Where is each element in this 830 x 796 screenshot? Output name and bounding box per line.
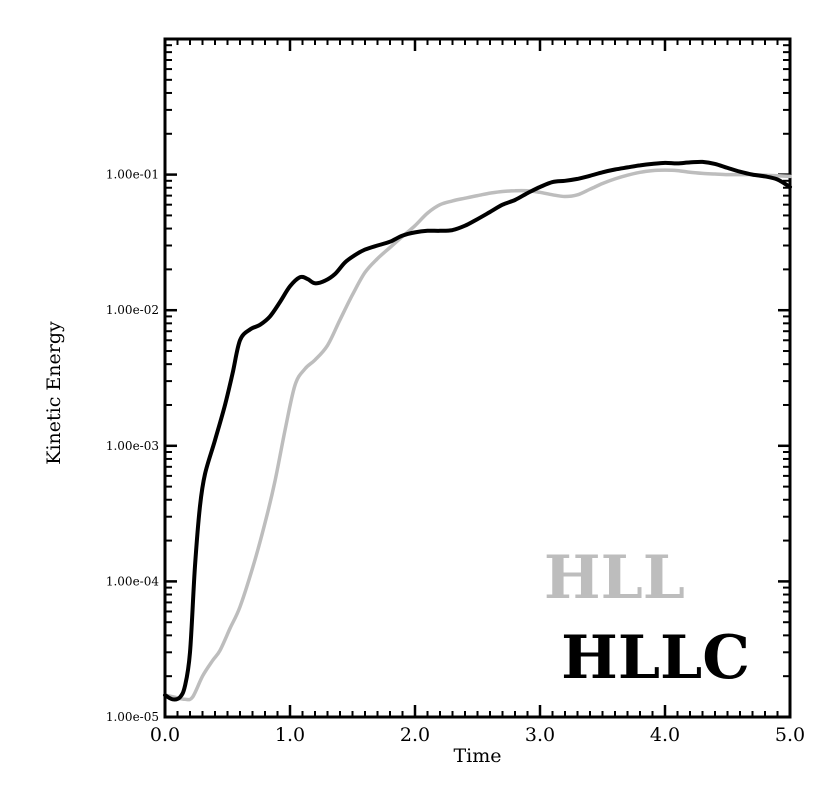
- plot-border: [163, 37, 792, 719]
- y-tick-label: 1.00e-01: [106, 168, 159, 182]
- x-tick-label: 1.0: [275, 724, 305, 746]
- legend-hll: HLL: [544, 543, 685, 613]
- y-tick-label: 1.00e-04: [106, 574, 160, 588]
- series-line-hllc: [163, 159, 792, 702]
- x-tick-label: 4.0: [650, 724, 680, 746]
- series-line-hll: [163, 168, 792, 702]
- tick-labels: 1.00e-05 1.00e-04 1.00e-03 1.00e-02 1.00e-01…: [106, 168, 805, 746]
- axis-ticks: [163, 39, 792, 719]
- series-layer: [163, 159, 792, 702]
- y-tick-label: 1.00e-02: [106, 303, 159, 317]
- x-tick-label: 3.0: [525, 724, 555, 746]
- x-tick-label: 5.0: [775, 724, 805, 746]
- y-axis-title: Kinetic Energy: [43, 321, 65, 465]
- plot-frame: [163, 37, 792, 719]
- legend-hllc: HLLC: [561, 623, 750, 693]
- x-tick-label: 2.0: [400, 724, 430, 746]
- y-tick-label: 1.00e-05: [106, 710, 159, 724]
- x-tick-label: 0.0: [150, 724, 180, 746]
- y-tick-label: 1.00e-03: [106, 439, 159, 453]
- x-axis-title: Time: [453, 745, 501, 767]
